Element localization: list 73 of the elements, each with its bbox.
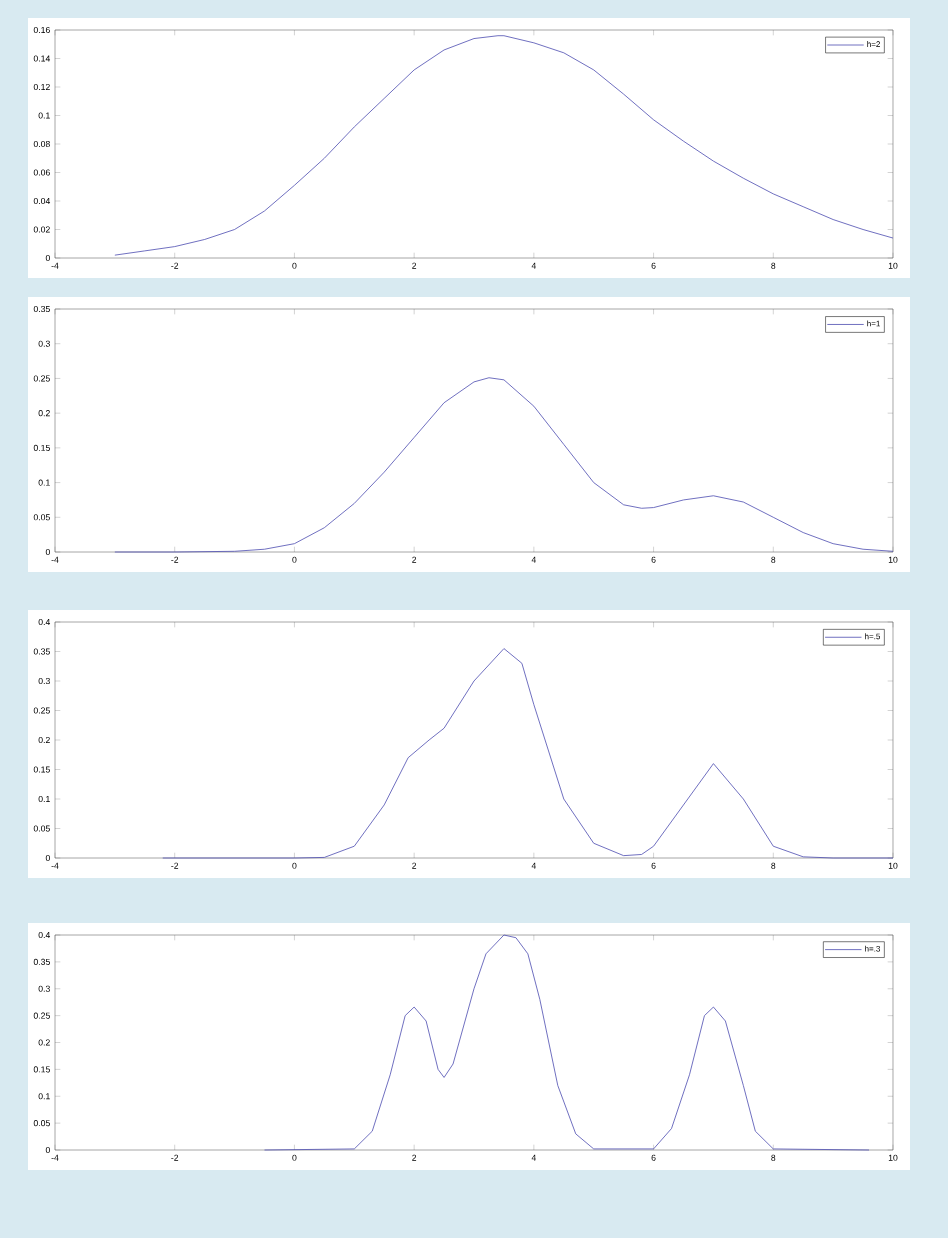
y-tick-label: 0.06 [33, 169, 50, 176]
legend-label: h=.5 [865, 633, 881, 640]
y-tick-label: 0.15 [33, 766, 50, 773]
x-tick-label: 4 [531, 556, 536, 563]
x-tick-label: -4 [51, 556, 59, 563]
x-tick-label: 8 [771, 862, 776, 869]
x-tick-label: 6 [651, 1154, 656, 1161]
x-tick-label: 10 [888, 262, 898, 269]
y-tick-label: 0.1 [38, 795, 50, 803]
x-tick-label: 6 [651, 262, 656, 269]
y-tick-label: 0.3 [38, 677, 50, 685]
x-tick-label: 6 [651, 862, 656, 869]
legend-label: h=1 [867, 320, 880, 327]
x-tick-label: -4 [51, 262, 59, 269]
y-tick-label: 0.2 [38, 736, 50, 744]
x-tick-label: -2 [171, 556, 179, 563]
y-tick-label: 0.02 [33, 226, 50, 233]
y-tick-label: 0.35 [33, 305, 50, 313]
y-tick-label: 0.35 [33, 648, 50, 655]
y-tick-label: 0.2 [38, 410, 50, 417]
y-tick-label: 0.4 [38, 618, 51, 626]
y-tick-label: 0.16 [33, 26, 50, 34]
x-tick-label: 8 [771, 556, 776, 563]
x-tick-label: 10 [888, 556, 898, 563]
x-tick-label: -2 [171, 262, 179, 269]
y-tick-label: 0.08 [33, 140, 50, 148]
y-tick-label: 0.25 [33, 707, 50, 714]
x-tick-label: 10 [888, 1154, 898, 1161]
x-tick-label: 2 [412, 862, 417, 869]
y-tick-label: 0.15 [33, 1066, 50, 1073]
x-tick-label: 4 [531, 262, 536, 269]
y-tick-label: 0.2 [38, 1039, 50, 1046]
y-tick-label: 0.05 [33, 825, 50, 832]
y-tick-label: 0.05 [33, 1120, 50, 1127]
x-tick-label: 4 [531, 862, 536, 869]
x-tick-label: 2 [412, 1154, 417, 1161]
x-tick-label: -4 [51, 862, 59, 869]
line-series [114, 377, 894, 553]
x-tick-label: 6 [651, 556, 656, 563]
y-tick-label: 0.25 [33, 375, 50, 382]
y-tick-label: 0.12 [33, 83, 50, 91]
y-tick-label: 0.1 [38, 112, 50, 119]
x-tick-label: 8 [771, 1154, 776, 1161]
x-tick-label: 4 [531, 1154, 536, 1161]
y-tick-label: 0.1 [38, 479, 50, 486]
x-tick-label: 0 [292, 1154, 297, 1161]
y-tick-label: 0.4 [38, 931, 51, 939]
y-tick-label: 0.05 [33, 514, 50, 521]
x-tick-label: 8 [771, 262, 776, 269]
y-tick-label: 0 [45, 548, 50, 556]
x-tick-label: -4 [51, 1154, 59, 1161]
legend-label: h=.3 [865, 945, 881, 952]
legend-label: h=2 [867, 41, 880, 47]
x-tick-label: 0 [292, 862, 297, 869]
y-tick-label: 0 [45, 1146, 50, 1154]
x-tick-label: 0 [292, 262, 297, 269]
y-tick-label: 0.1 [38, 1093, 50, 1100]
y-tick-label: 0.14 [33, 55, 51, 62]
y-tick-label: 0.35 [33, 958, 50, 965]
y-tick-label: 0.04 [33, 197, 51, 205]
x-tick-label: 2 [412, 556, 417, 563]
y-tick-label: 0.15 [33, 444, 50, 451]
x-tick-label: 10 [888, 862, 898, 869]
y-tick-label: 0.3 [38, 340, 50, 347]
x-tick-label: 2 [412, 262, 417, 269]
x-tick-label: 0 [292, 556, 297, 563]
y-tick-label: 0 [45, 854, 50, 862]
line-series [114, 35, 894, 256]
y-tick-label: 0.3 [38, 985, 50, 992]
y-tick-label: 0.25 [33, 1012, 50, 1019]
y-tick-label: 0 [45, 254, 50, 262]
x-tick-label: -2 [171, 1154, 179, 1161]
x-tick-label: -2 [171, 862, 179, 869]
